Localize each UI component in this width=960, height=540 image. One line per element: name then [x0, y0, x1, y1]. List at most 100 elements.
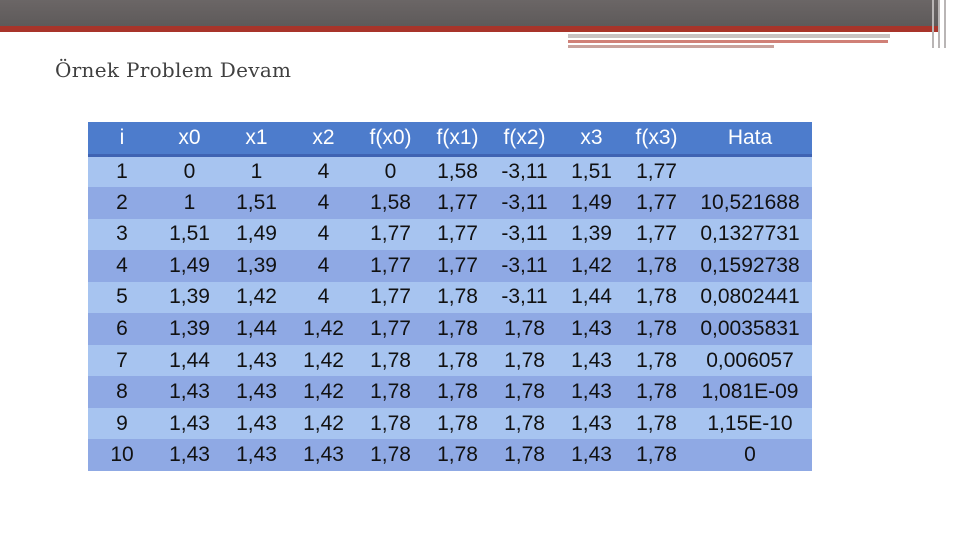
table-row: 7 1,44 1,43 1,42 1,78 1,78 1,78 1,43 1,78 0,00605… [88, 344, 812, 377]
table-body: 1 0 1 4 0 1,58 -3,11 1,51 1,77 2 1 1,51 4 1,58 1,77 -3,… [88, 155, 812, 471]
table-cell: 1,78 [491, 376, 558, 408]
column-header: x1 [223, 122, 290, 157]
table-cell: 1,78 [625, 250, 688, 282]
table-cell: 0 [156, 155, 223, 188]
table-cell: 1,39 [223, 250, 290, 282]
table-cell: 1,43 [558, 407, 625, 440]
table-cell: 1,42 [290, 407, 357, 440]
table-cell: 1,42 [558, 250, 625, 282]
table-cell: 1,58 [357, 187, 424, 219]
table-cell: 1,51 [223, 187, 290, 219]
table-cell: 1,78 [424, 376, 491, 408]
table-row: 2 1 1,51 4 1,58 1,77 -3,11 1,49 1,77 10,521688 [88, 187, 812, 219]
table-cell: 0,0035831 [688, 313, 812, 345]
table-cell: 1,43 [558, 439, 625, 471]
table-cell: 1,77 [424, 250, 491, 282]
table-cell: 1,43 [558, 313, 625, 345]
table-cell: 1 [156, 187, 223, 219]
table-cell: 1,39 [156, 281, 223, 314]
table-cell: 3 [88, 218, 156, 251]
table-cell: 1,43 [558, 376, 625, 408]
table-cell: 1,49 [223, 218, 290, 251]
table-cell: 1,78 [424, 344, 491, 377]
table-cell: 6 [88, 313, 156, 345]
column-header: Hata [688, 122, 812, 157]
iteration-table: i x0 x1 x2 f(x0) f(x1) f(x2) x3 f(x3) Ha… [88, 122, 812, 471]
table-cell: 1,78 [625, 313, 688, 345]
table-cell: 4 [290, 187, 357, 219]
table-cell: 0,006057 [688, 344, 812, 377]
table-cell: 0,1327731 [688, 218, 812, 251]
table-cell: 1,78 [625, 407, 688, 440]
table-cell: 1,39 [558, 218, 625, 251]
table-cell: 1,78 [625, 439, 688, 471]
table-cell: 1,78 [357, 344, 424, 377]
table-cell: 1,78 [424, 407, 491, 440]
table-cell: 1,43 [223, 407, 290, 440]
table-cell: 9 [88, 407, 156, 440]
table-cell: 0,0802441 [688, 281, 812, 314]
edge-decoration [930, 0, 960, 48]
table-header-row: i x0 x1 x2 f(x0) f(x1) f(x2) x3 f(x3) Ha… [88, 122, 812, 157]
table-cell: 1,42 [290, 313, 357, 345]
table-row: 9 1,43 1,43 1,42 1,78 1,78 1,78 1,43 1,78 1,15E-1… [88, 407, 812, 440]
table-row: 5 1,39 1,42 4 1,77 1,78 -3,11 1,44 1,78 0,0802441 [88, 281, 812, 314]
table-cell: 1,78 [491, 407, 558, 440]
table-cell: 1,77 [424, 187, 491, 219]
table-cell: 1,51 [156, 218, 223, 251]
table-cell: 1,43 [290, 439, 357, 471]
table-cell: -3,11 [491, 218, 558, 251]
table-cell: 1,78 [625, 344, 688, 377]
table-cell: 1,77 [357, 218, 424, 251]
table-cell: 1,78 [424, 281, 491, 314]
table-cell: 1,42 [290, 344, 357, 377]
table-cell: 1,44 [223, 313, 290, 345]
table-cell: 1,081E-09 [688, 376, 812, 408]
decorative-strip [568, 34, 890, 38]
table-cell: 5 [88, 281, 156, 314]
column-header: x3 [558, 122, 625, 157]
table-cell: 1,39 [156, 313, 223, 345]
table-cell: 1,44 [558, 281, 625, 314]
table-cell: 8 [88, 376, 156, 408]
table-cell: 1,77 [625, 218, 688, 251]
table-cell: -3,11 [491, 187, 558, 219]
top-decorative-bar [0, 0, 938, 26]
table-cell: 1,43 [156, 439, 223, 471]
table-cell: 1,58 [424, 155, 491, 188]
table-cell: 10 [88, 439, 156, 471]
top-accent-stripe [0, 26, 938, 32]
column-header: i [88, 122, 156, 157]
table-cell: 0,1592738 [688, 250, 812, 282]
table-cell: 1,78 [357, 407, 424, 440]
column-header: x2 [290, 122, 357, 157]
table-cell: 1,77 [357, 250, 424, 282]
table-cell: 1,43 [558, 344, 625, 377]
table-cell: 4 [88, 250, 156, 282]
column-header: f(x1) [424, 122, 491, 157]
table-cell: 2 [88, 187, 156, 219]
table-cell: 1,78 [625, 281, 688, 314]
table-cell: 1,78 [491, 313, 558, 345]
table-row: 1 0 1 4 0 1,58 -3,11 1,51 1,77 [88, 155, 812, 188]
table-cell: 1,43 [156, 376, 223, 408]
column-header: f(x0) [357, 122, 424, 157]
table-row: 8 1,43 1,43 1,42 1,78 1,78 1,78 1,43 1,78 1,081E-… [88, 376, 812, 408]
table-cell: 1,43 [223, 376, 290, 408]
table-cell: 1,43 [223, 439, 290, 471]
table-cell: 1,77 [357, 281, 424, 314]
table-cell: 1,77 [357, 313, 424, 345]
table-cell: 1,77 [625, 155, 688, 188]
table-cell: 1,49 [156, 250, 223, 282]
table-row: 3 1,51 1,49 4 1,77 1,77 -3,11 1,39 1,77 0,1327731 [88, 218, 812, 251]
table-cell [688, 155, 812, 188]
table-row: 10 1,43 1,43 1,43 1,78 1,78 1,78 1,43 1,78 0 [88, 439, 812, 471]
table-cell: 4 [290, 281, 357, 314]
column-header: f(x3) [625, 122, 688, 157]
table-cell: 1,43 [156, 407, 223, 440]
table-cell: 1,77 [625, 187, 688, 219]
table-cell: 10,521688 [688, 187, 812, 219]
table-row: 4 1,49 1,39 4 1,77 1,77 -3,11 1,42 1,78 0,1592738 [88, 250, 812, 282]
table-cell: -3,11 [491, 155, 558, 188]
table-cell: 0 [357, 155, 424, 188]
